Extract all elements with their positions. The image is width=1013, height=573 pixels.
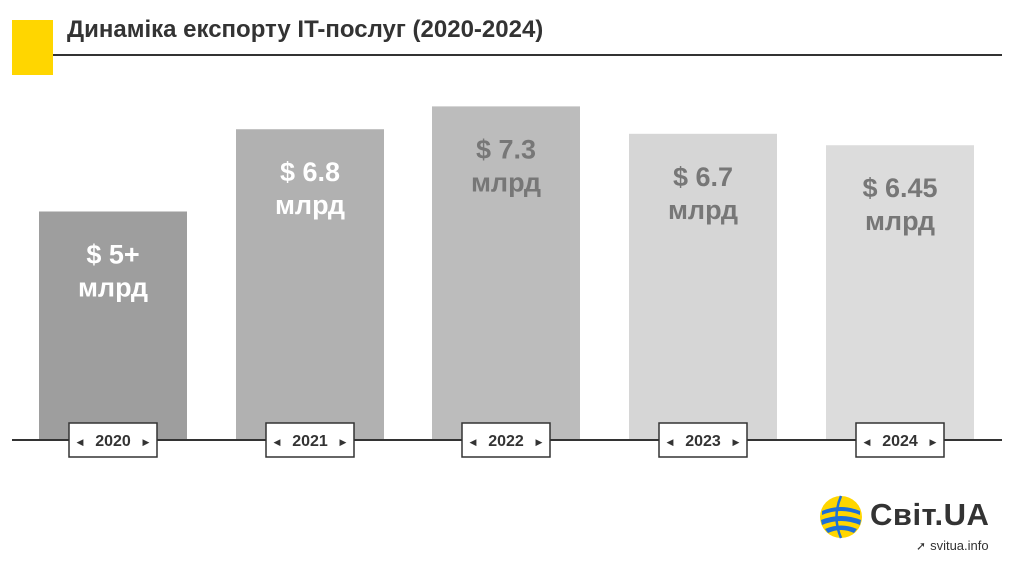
left-triangle-icon: ◀ bbox=[77, 438, 84, 448]
data-label-unit-2021: млрд bbox=[275, 190, 345, 220]
x-tick-text-2021: 2021 bbox=[292, 433, 328, 450]
data-label-value-2024: $ 6.45 bbox=[862, 173, 937, 203]
title-accent-block bbox=[12, 20, 53, 75]
left-triangle-icon: ◀ bbox=[470, 438, 477, 448]
data-label-value-2022: $ 7.3 bbox=[476, 134, 536, 164]
data-label-unit-2020: млрд bbox=[78, 273, 148, 303]
x-tick-label-2021: ◀ ▶ 2021 bbox=[265, 422, 355, 458]
chart-title: Динаміка експорту IT-послуг (2020-2024) bbox=[67, 16, 544, 43]
x-tick-label-2024: ◀ ▶ 2024 bbox=[855, 422, 945, 458]
right-triangle-icon: ▶ bbox=[733, 438, 740, 448]
data-label-unit-2023: млрд bbox=[668, 195, 738, 225]
left-triangle-icon: ◀ bbox=[274, 438, 281, 448]
right-triangle-icon: ▶ bbox=[143, 438, 150, 448]
bar-2022 bbox=[432, 106, 580, 440]
x-tick-box bbox=[658, 422, 748, 458]
right-triangle-icon: ▶ bbox=[536, 438, 543, 448]
data-label-value-2021: $ 6.8 bbox=[280, 157, 340, 187]
globe-logo-icon bbox=[820, 495, 862, 539]
x-tick-text-2024: 2024 bbox=[882, 433, 918, 450]
x-tick-box bbox=[855, 422, 945, 458]
send-arrow-icon: ➚ bbox=[916, 539, 927, 553]
right-triangle-icon: ▶ bbox=[930, 438, 937, 448]
left-triangle-icon: ◀ bbox=[864, 438, 871, 448]
data-label-value-2023: $ 6.7 bbox=[673, 162, 733, 192]
x-tick-label-2023: ◀ ▶ 2023 bbox=[658, 422, 748, 458]
data-label-unit-2024: млрд bbox=[865, 206, 935, 236]
x-tick-text-2023: 2023 bbox=[685, 433, 721, 450]
brand-site-link[interactable]: ➚ svitua.info bbox=[916, 538, 989, 553]
left-triangle-icon: ◀ bbox=[667, 438, 674, 448]
brand-logo[interactable]: Світ.UA ➚ svitua.info bbox=[818, 494, 1008, 564]
bar-2020 bbox=[39, 211, 187, 440]
x-tick-box bbox=[68, 422, 158, 458]
brand-site-text: svitua.info bbox=[930, 538, 989, 553]
x-tick-text-2022: 2022 bbox=[488, 433, 524, 450]
bar-2024 bbox=[826, 145, 974, 441]
bar-2023 bbox=[629, 133, 777, 440]
bar-2021 bbox=[236, 129, 384, 441]
data-label-value-2020: $ 5+ bbox=[86, 240, 139, 270]
x-tick-box bbox=[265, 422, 355, 458]
x-tick-label-2020: ◀ ▶ 2020 bbox=[68, 422, 158, 458]
x-tick-text-2020: 2020 bbox=[95, 433, 131, 450]
x-tick-box bbox=[461, 422, 551, 458]
brand-name: Світ.UA bbox=[870, 497, 990, 532]
title-underline bbox=[53, 54, 1002, 56]
data-label-unit-2022: млрд bbox=[471, 167, 541, 197]
x-tick-label-2022: ◀ ▶ 2022 bbox=[461, 422, 551, 458]
right-triangle-icon: ▶ bbox=[340, 438, 347, 448]
